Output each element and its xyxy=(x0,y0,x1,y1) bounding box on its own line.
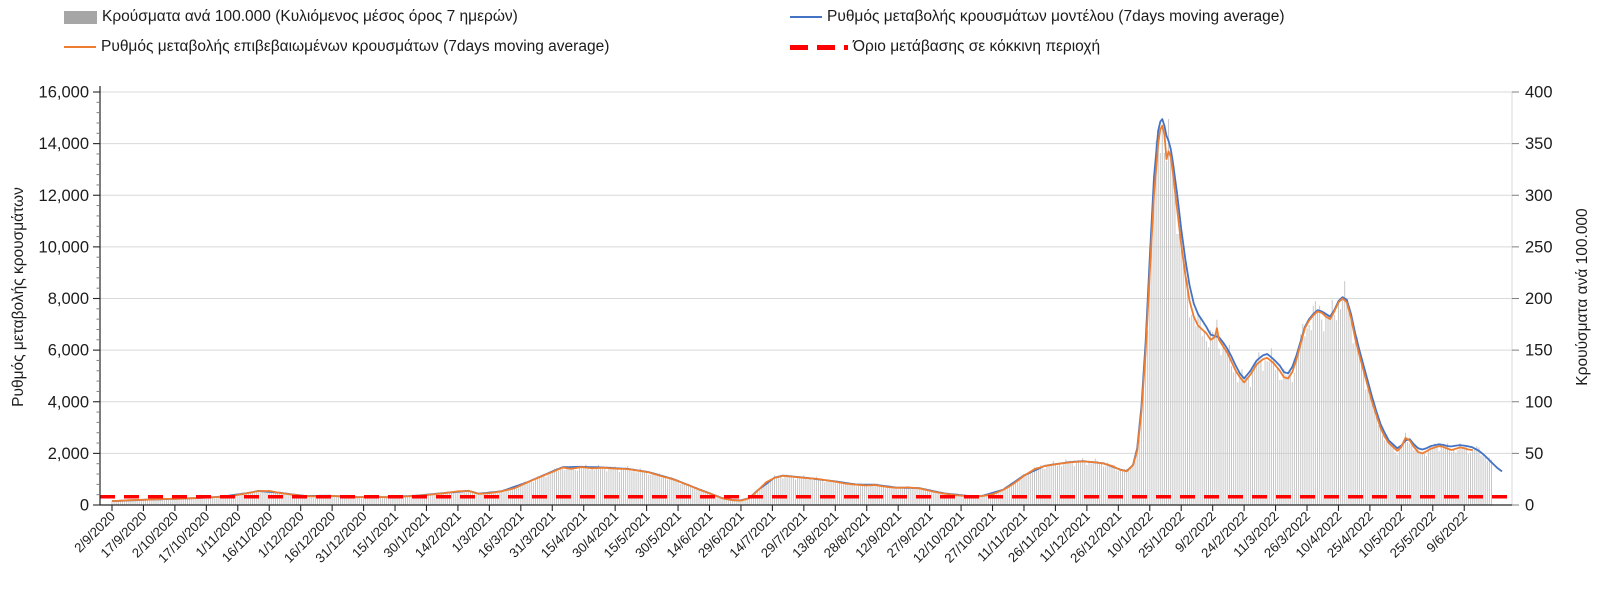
legend-label-red-threshold: Όριο μετάβασης σε κόκκινη περιοχή xyxy=(853,38,1101,55)
legend-item-model-rate: Ρυθμός μεταβολής κρουσμάτων μοντέλου (7d… xyxy=(790,6,1285,28)
y-right-tick-label: 250 xyxy=(1525,238,1553,256)
blue-line-swatch-icon xyxy=(790,15,822,19)
y-right-tick-label: 400 xyxy=(1525,84,1553,102)
y-left-tick-label: 14,000 xyxy=(39,135,89,153)
legend-label-cases-per-100k: Κρούσματα ανά 100.000 (Κυλιόμενος μέσος … xyxy=(102,8,518,25)
y-left-axis: 0 2,000 4,000 6,000 8,000 10,000 12,000 14,000 1… xyxy=(39,84,100,515)
y-left-tick-label: 8,000 xyxy=(48,290,89,308)
y-left-tick-label: 10,000 xyxy=(39,238,89,256)
y-left-axis-title: Ρυθμός μεταβολής κρουσμάτων xyxy=(10,187,27,407)
y-right-tick-label: 350 xyxy=(1525,135,1553,153)
bar-swatch-icon xyxy=(64,10,97,24)
axes xyxy=(99,86,1512,506)
y-right-tick-label: 100 xyxy=(1525,393,1553,411)
legend-label-confirmed-rate: Ρυθμός μεταβολής επιβεβαιωμένων κρουσμάτ… xyxy=(101,38,610,55)
x-axis: 2/9/202017/9/20202/10/202017/10/20201/11… xyxy=(71,505,1470,566)
y-left-tick-label: 0 xyxy=(80,497,89,515)
y-left-tick-label: 16,000 xyxy=(39,84,89,102)
bars-series-cases-per-100k xyxy=(111,119,1492,505)
legend-item-cases-per-100k: Κρούσματα ανά 100.000 (Κυλιόμενος μέσος … xyxy=(64,6,790,28)
y-left-tick-label: 2,000 xyxy=(48,445,89,463)
legend-label-model-rate: Ρυθμός μεταβολής κρουσμάτων μοντέλου (7d… xyxy=(827,8,1285,25)
y-right-tick-label: 300 xyxy=(1525,187,1553,205)
confirmed-rate-line xyxy=(111,124,1473,502)
chart-legend: Κρούσματα ανά 100.000 (Κυλιόμενος μέσος … xyxy=(64,6,1285,58)
legend-item-confirmed-rate: Ρυθμός μεταβολής επιβεβαιωμένων κρουσμάτ… xyxy=(64,36,790,58)
y-right-axis-title: Κρουύσματα ανά 100.000 xyxy=(1574,208,1591,386)
y-right-tick-label: 200 xyxy=(1525,290,1553,308)
y-right-axis: 0 50 100 150 200 250 300 350 400 xyxy=(1512,84,1553,515)
red-dashed-swatch-icon xyxy=(790,44,848,50)
y-left-tick-label: 4,000 xyxy=(48,393,89,411)
legend-item-red-threshold: Όριο μετάβασης σε κόκκινη περιοχή xyxy=(790,36,1285,58)
y-right-tick-label: 150 xyxy=(1525,342,1553,360)
orange-line-swatch-icon xyxy=(64,45,96,49)
y-left-tick-label: 6,000 xyxy=(48,342,89,360)
y-left-tick-label: 12,000 xyxy=(39,187,89,205)
model-rate-line xyxy=(111,118,1503,502)
y-right-tick-label: 50 xyxy=(1525,445,1543,463)
gridlines xyxy=(100,91,1513,505)
y-right-tick-label: 0 xyxy=(1525,497,1534,515)
